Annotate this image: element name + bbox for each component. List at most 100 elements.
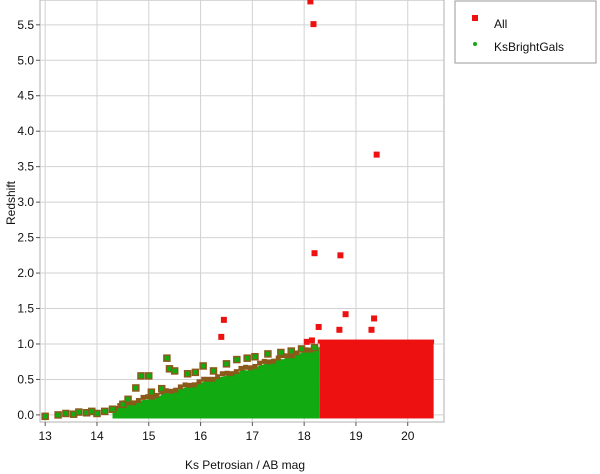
x-axis-title: Ks Petrosian / AB mag [185,458,305,472]
all-data-point [220,316,227,323]
y-tick-label: 4.0 [17,124,34,138]
legend-ksbrightgals-marker [473,42,477,46]
all-fringe-point [419,339,424,344]
ksbrightgals-fringe-point [191,382,197,388]
ksbrightgals-fringe-point [285,353,291,359]
all-fringe-point [415,339,420,344]
ksbrightgals-fringe-point [224,370,230,376]
all-fringe-point [364,339,369,344]
x-tick-label: 13 [38,429,52,443]
all-data-point [315,323,322,330]
y-tick-label: 3.0 [17,195,34,209]
ksbrightgals-fringe-point [135,398,141,404]
all-fringe-point [379,339,384,344]
ksbrightgals-fringe-point [210,376,216,382]
all-data-point [336,326,343,333]
ksbrightgals-data-point [137,372,145,380]
ksbrightgals-data-point [251,352,259,361]
ksbrightgals-data-point [62,409,70,418]
all-fringe-point [335,339,340,344]
all-data-point [307,0,314,5]
legend-all-marker [472,15,478,21]
ksbrightgals-data-point [100,407,109,416]
ksbrightgals-data-point [132,384,140,392]
all-fringe-point [411,339,416,344]
ksbrightgals-data-point [310,343,319,352]
y-tick-label: 2.0 [17,266,34,280]
all-data-point [368,326,375,333]
all-fringe-point [346,339,351,344]
all-fringe-point [426,339,431,344]
all-fringe-point [386,339,391,344]
ksbrightgals-fringe-point [163,388,169,394]
y-tick-label: 5.0 [17,53,34,67]
ksbrightgals-dense-region [112,346,320,419]
ksbrightgals-data-point [163,354,171,362]
ksbrightgals-data-point [41,412,49,421]
x-tick-label: 18 [297,429,311,443]
y-tick-label: 4.5 [17,89,34,103]
all-fringe-point [393,339,398,344]
ksbrightgals-fringe-point [154,392,160,398]
series-ksbrightgals [41,343,320,421]
ksbrightgals-fringe-point [205,376,211,382]
all-fringe-point [397,339,402,344]
ksbrightgals-fringe-point [257,360,263,366]
ksbrightgals-data-point [54,411,62,419]
y-tick-label: 0.5 [17,372,34,386]
all-fringe-point [332,339,337,344]
y-tick-label: 3.5 [17,160,34,174]
x-tick-label: 15 [142,429,156,443]
ksbrightgals-data-point [147,388,156,396]
series-all [218,0,435,419]
ksbrightgals-fringe-point [266,359,272,365]
all-fringe-point [368,339,373,344]
ksbrightgals-fringe-point [238,365,244,371]
all-data-point [342,311,349,318]
ksbrightgals-fringe-point [247,365,253,371]
ksbrightgals-data-point [145,372,153,380]
x-tick-label: 19 [349,429,363,443]
ksbrightgals-fringe-point [261,358,267,364]
ksbrightgals-fringe-point [229,371,235,377]
ksbrightgals-data-point [287,347,295,355]
all-fringe-point [375,339,380,344]
x-axis-ticks: 13 14 15 16 17 18 19 20 [38,422,415,443]
ksbrightgals-fringe-point [168,388,174,394]
all-fringe-point [390,339,395,344]
ksbrightgals-data-point [199,362,207,370]
all-fringe-point [422,339,427,344]
ksbrightgals-data-point [233,355,241,364]
x-tick-label: 17 [246,429,260,443]
all-data-point [303,338,310,345]
ksbrightgals-fringe-point [182,382,188,388]
all-fringe-point [430,339,435,344]
ksbrightgals-data-point [108,405,117,413]
ksbrightgals-data-point [191,368,200,377]
all-fringe-point [408,339,413,344]
ksbrightgals-fringe-point [294,350,300,356]
ksbrightgals-data-point [183,370,192,378]
all-fringe-point [317,339,322,344]
y-tick-label: 2.5 [17,231,34,245]
all-dense-region [319,342,434,419]
ksbrightgals-fringe-point [187,382,193,388]
y-tick-label: 1.0 [17,337,34,351]
ksbrightgals-fringe-point [233,369,239,375]
ksbrightgals-data-point [119,400,127,409]
legend-box [454,0,597,64]
legend-all-label: All [494,17,507,31]
ksbrightgals-data-point [75,408,83,416]
all-fringe-point [372,339,377,344]
ksbrightgals-fringe-point [275,355,281,361]
y-tick-label: 1.5 [17,302,34,316]
all-fringe-point [328,339,333,344]
ksbrightgals-fringe-point [252,363,258,369]
all-fringe-point [361,339,366,344]
all-data-point [337,252,344,259]
all-fringe-point [339,339,344,344]
ksbrightgals-fringe-point [149,394,155,400]
ksbrightgals-fringe-point [215,374,221,380]
all-fringe-point [343,339,348,344]
